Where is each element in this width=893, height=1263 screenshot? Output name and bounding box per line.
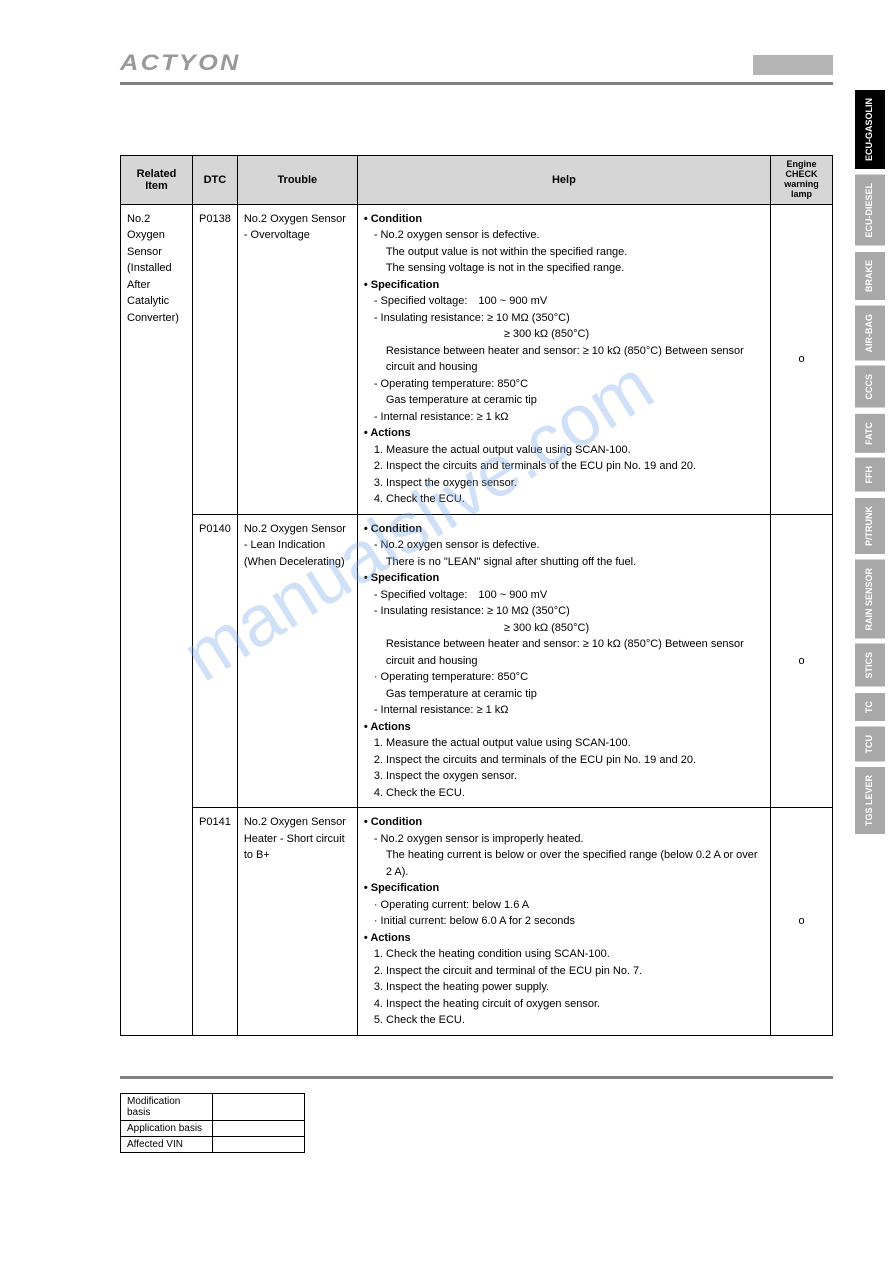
help-line: Specified voltage: 100 ~ 900 mV [364,587,764,604]
help-action: 3. Inspect the oxygen sensor. [364,475,764,492]
help-actions-title: Actions [364,425,764,442]
table-row: P0141 No.2 Oxygen Sensor Heater - Short … [121,808,833,1036]
th-related-item: Related Item [121,156,193,205]
footer-rule [120,1076,833,1079]
sidetab-stics[interactable]: STICS [855,644,885,687]
help-action: 2. Inspect the circuits and terminals of… [364,752,764,769]
help-action: 1. Check the heating condition using SCA… [364,946,764,963]
footer-row: Modification basis [121,1093,305,1120]
footer-value-vin [213,1136,305,1152]
help-action: 3. Inspect the heating power supply. [364,979,764,996]
cell-lamp: o [771,808,833,1036]
help-action: 1. Measure the actual output value using… [364,442,764,459]
cell-trouble: No.2 Oxygen Sensor Heater - Short circui… [237,808,357,1036]
help-line: Operating temperature: 850°C [364,669,764,686]
sidetab-ecu-diesel[interactable]: ECU-DIESEL [855,175,885,246]
help-line: Insulating resistance: ≥ 10 MΩ (350°C) [364,603,764,620]
cell-help: Condition No.2 oxygen sensor is defectiv… [357,514,770,808]
page-container: ACTYON manualslive.com Related Item DTC … [0,0,893,1183]
help-line: Operating current: below 1.6 A [364,897,764,914]
sidetab-rain-sensor[interactable]: RAIN SENSOR [855,560,885,639]
help-line: Internal resistance: ≥ 1 kΩ [364,702,764,719]
footer-value-app [213,1120,305,1136]
footer-value-mod [213,1093,305,1120]
table-row: No.2 Oxygen Sensor (Installed After Cata… [121,204,833,514]
cell-help: Condition No.2 oxygen sensor is defectiv… [357,204,770,514]
help-line: ≥ 300 kΩ (850°C) [364,326,764,343]
sidetab-ffh[interactable]: FFH [855,458,885,492]
help-action: 4. Inspect the heating circuit of oxygen… [364,996,764,1013]
help-line: Initial current: below 6.0 A for 2 secon… [364,913,764,930]
help-condition-title: Condition [364,211,764,228]
dtc-table: Related Item DTC Trouble Help Engine CHE… [120,155,833,1036]
help-line: The output value is not within the speci… [364,244,764,261]
side-tabs: ECU-GASOLIN ECU-DIESEL BRAKE AIR-BAG CCC… [855,90,885,834]
help-condition-title: Condition [364,521,764,538]
help-condition-title: Condition [364,814,764,831]
th-dtc: DTC [193,156,238,205]
sidetab-fatc[interactable]: FATC [855,414,885,453]
footer-label-mod: Modification basis [121,1093,213,1120]
sidetab-cccs[interactable]: CCCS [855,366,885,408]
help-line: ≥ 300 kΩ (850°C) [364,620,764,637]
sidetab-air-bag[interactable]: AIR-BAG [855,306,885,361]
help-line: Resistance between heater and sensor: ≥ … [364,343,764,376]
cell-dtc: P0138 [193,204,238,514]
cell-dtc: P0141 [193,808,238,1036]
help-line: Specified voltage: 100 ~ 900 mV [364,293,764,310]
help-line: Internal resistance: ≥ 1 kΩ [364,409,764,426]
help-action: 4. Check the ECU. [364,491,764,508]
help-action: 1. Measure the actual output value using… [364,735,764,752]
footer-row: Application basis [121,1120,305,1136]
footer-label-vin: Affected VIN [121,1136,213,1152]
help-line: The heating current is below or over the… [364,847,764,880]
help-line: Insulating resistance: ≥ 10 MΩ (350°C) [364,310,764,327]
help-line: No.2 oxygen sensor is defective. [364,537,764,554]
header-grey-box [753,55,833,75]
help-action: 5. Check the ECU. [364,1012,764,1029]
sidetab-tc[interactable]: TC [855,693,885,721]
cell-dtc: P0140 [193,514,238,808]
cell-related-item: No.2 Oxygen Sensor (Installed After Cata… [121,204,193,1035]
cell-trouble: No.2 Oxygen Sensor - Overvoltage [237,204,357,514]
help-line: Gas temperature at ceramic tip [364,392,764,409]
help-action: 2. Inspect the circuits and terminals of… [364,458,764,475]
content-area: Related Item DTC Trouble Help Engine CHE… [120,155,833,1153]
cell-trouble: No.2 Oxygen Sensor - Lean Indication (Wh… [237,514,357,808]
sidetab-tgs-lever[interactable]: TGS LEVER [855,767,885,834]
sidetab-brake[interactable]: BRAKE [855,252,885,300]
header-rule [120,82,833,85]
help-line: The sensing voltage is not in the specif… [364,260,764,277]
footer-table: Modification basis Application basis Aff… [120,1093,305,1153]
help-line: Gas temperature at ceramic tip [364,686,764,703]
sidetab-ecu-gasolin[interactable]: ECU-GASOLIN [855,90,885,169]
help-spec-title: Specification [364,277,764,294]
help-spec-title: Specification [364,570,764,587]
th-engine-check: Engine CHECK warning lamp [771,156,833,205]
cell-help: Condition No.2 oxygen sensor is improper… [357,808,770,1036]
th-trouble: Trouble [237,156,357,205]
help-action: 2. Inspect the circuit and terminal of t… [364,963,764,980]
help-action: 3. Inspect the oxygen sensor. [364,768,764,785]
th-help: Help [357,156,770,205]
help-line: Operating temperature: 850°C [364,376,764,393]
table-header-row: Related Item DTC Trouble Help Engine CHE… [121,156,833,205]
help-actions-title: Actions [364,930,764,947]
footer-row: Affected VIN [121,1136,305,1152]
cell-lamp: o [771,514,833,808]
help-action: 4. Check the ECU. [364,785,764,802]
help-spec-title: Specification [364,880,764,897]
help-line: No.2 oxygen sensor is defective. [364,227,764,244]
help-line: There is no "LEAN" signal after shutting… [364,554,764,571]
footer-label-app: Application basis [121,1120,213,1136]
help-line: No.2 oxygen sensor is improperly heated. [364,831,764,848]
sidetab-p-trunk[interactable]: P/TRUNK [855,498,885,554]
help-line: Resistance between heater and sensor: ≥ … [364,636,764,669]
help-actions-title: Actions [364,719,764,736]
table-row: P0140 No.2 Oxygen Sensor - Lean Indicati… [121,514,833,808]
sidetab-tcu[interactable]: TCU [855,727,885,762]
cell-lamp: o [771,204,833,514]
